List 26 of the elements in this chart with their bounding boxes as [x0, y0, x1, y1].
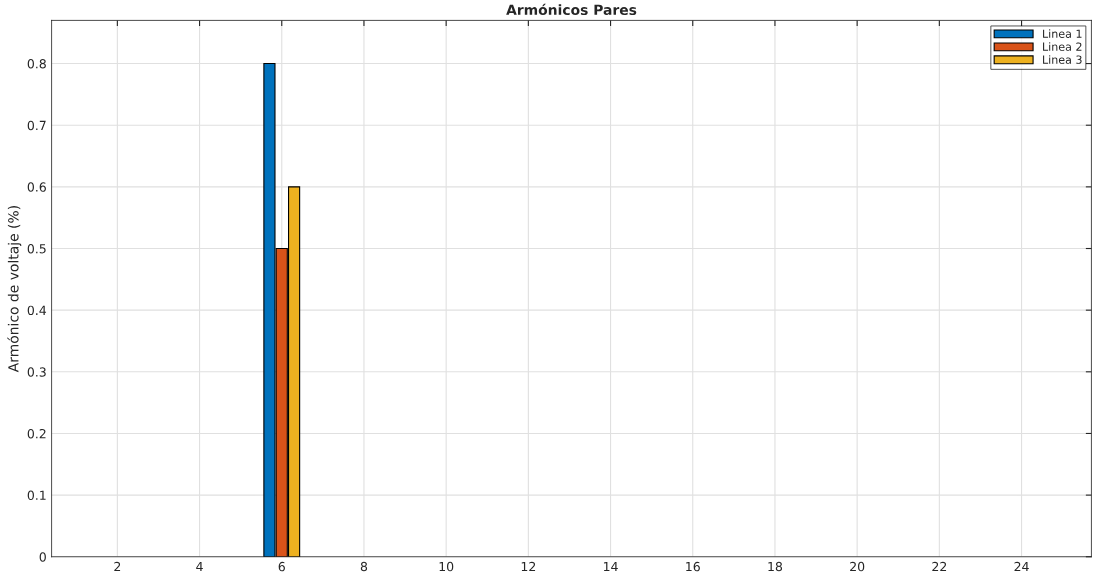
y-tick-label: 0.3	[27, 367, 46, 377]
x-tick-label: 22	[932, 561, 947, 572]
x-tick-label: 18	[768, 561, 783, 572]
x-tick-label: 8	[360, 561, 368, 572]
chart-title: Armónicos Pares	[506, 3, 637, 16]
x-tick-label: 16	[686, 561, 700, 572]
y-tick-label: 0.6	[27, 182, 46, 192]
x-tick-label: 14	[603, 562, 618, 572]
x-tick-label: 10	[439, 561, 454, 572]
y-tick-label: 0.4	[27, 305, 47, 316]
legend-label: Linea 3	[1043, 55, 1082, 64]
x-tick-label: 12	[521, 561, 536, 572]
x-tick-label: 6	[278, 561, 285, 572]
y-tick-label: 0.7	[27, 120, 46, 131]
y-axis-title: Armónico de voltaje (%)	[7, 206, 22, 373]
x-tick-label: 24	[1014, 561, 1029, 572]
x-tick-label: 4	[196, 562, 203, 572]
x-tick-label: 20	[850, 561, 865, 572]
x-tick-label: 2	[114, 561, 121, 572]
y-tick-label: 0	[39, 552, 46, 562]
y-tick-label: 0.1	[27, 490, 46, 501]
y-tick-label: 0.8	[27, 59, 46, 69]
legend-label: Linea 2	[1043, 42, 1082, 51]
y-tick-label: 0.5	[27, 243, 46, 254]
legend-label: Linea 1	[1043, 29, 1082, 38]
y-tick-label: 0.2	[27, 428, 46, 439]
